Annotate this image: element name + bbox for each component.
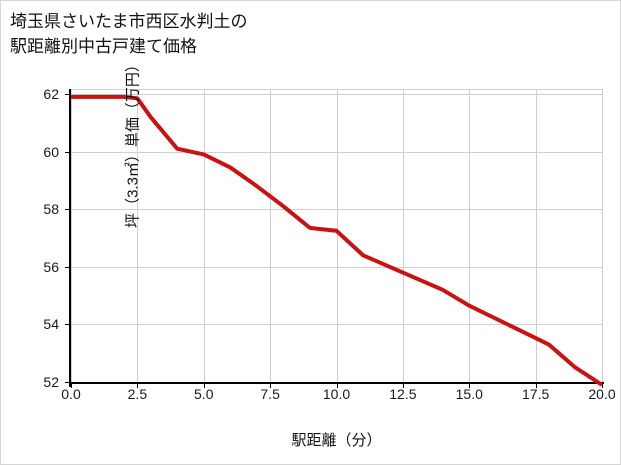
x-tick-mark	[469, 384, 471, 388]
x-tick-label: 17.5	[522, 386, 550, 402]
x-tick-mark	[336, 384, 338, 388]
x-tick-label: 2.5	[127, 386, 148, 402]
x-tick-label: 12.5	[389, 386, 417, 402]
x-tick-label: 7.5	[260, 386, 280, 402]
axis-spine-right	[602, 89, 603, 382]
gridline-vertical	[535, 89, 537, 382]
gridline-vertical	[469, 89, 471, 382]
x-tick-mark	[71, 384, 72, 388]
gridline-horizontal	[71, 151, 602, 153]
x-tick-label: 15.0	[455, 386, 483, 402]
x-tick-mark	[402, 384, 404, 388]
gridline-horizontal	[71, 266, 602, 268]
axis-spine-bottom	[69, 382, 604, 384]
y-tick-label: 62	[43, 86, 59, 102]
chart-title: 埼玉県さいたま市西区水判土の 駅距離別中古戸建て価格	[10, 12, 248, 56]
gridline-vertical	[402, 89, 404, 382]
y-tick-mark	[65, 151, 69, 153]
x-tick-label: 0.0	[61, 386, 81, 402]
x-tick-mark	[535, 384, 537, 388]
gridline-horizontal	[71, 94, 602, 95]
series-line-chart	[71, 94, 604, 387]
gridline-vertical	[270, 89, 272, 382]
y-tick-label: 52	[43, 374, 59, 390]
x-tick-mark	[203, 384, 205, 388]
x-tick-mark	[270, 384, 272, 388]
y-tick-mark	[65, 324, 69, 326]
y-tick-mark	[65, 209, 69, 211]
y-axis-label: 坪（3.3㎡）単価（万円）	[124, 57, 142, 228]
x-tick-mark	[602, 384, 603, 388]
x-tick-label: 5.0	[194, 386, 214, 402]
gridline-vertical	[71, 89, 72, 382]
x-tick-mark	[137, 384, 139, 388]
gridline-vertical	[336, 89, 338, 382]
gridline-horizontal	[71, 324, 602, 326]
y-tick-mark	[65, 94, 69, 95]
y-tick-label: 56	[43, 258, 59, 275]
gridline-vertical	[137, 89, 139, 382]
y-tick-label: 60	[43, 143, 59, 160]
x-tick-label: 20.0	[588, 386, 616, 402]
y-tick-label: 54	[43, 316, 59, 333]
plot-area: 0.0 2.5 5.0 7.5 10.0 12.5 15.0 17.5 20.0 52 54 56 5…	[43, 86, 615, 402]
axis-spine-left	[69, 89, 71, 387]
y-tick-mark	[65, 382, 69, 383]
gridline-horizontal	[71, 209, 602, 211]
x-tick-label: 10.0	[322, 386, 351, 402]
axis-spine-top	[71, 89, 602, 90]
y-tick-mark	[65, 266, 69, 268]
gridline-vertical	[203, 89, 205, 382]
x-axis-label: 駅距離（分）	[291, 432, 382, 449]
series-line	[71, 94, 604, 387]
plot-wrapper: 0.0 2.5 5.0 7.5 10.0 12.5 15.0 17.5 20.0 52 54 56 5…	[43, 86, 615, 402]
y-tick-label: 58	[43, 201, 59, 218]
